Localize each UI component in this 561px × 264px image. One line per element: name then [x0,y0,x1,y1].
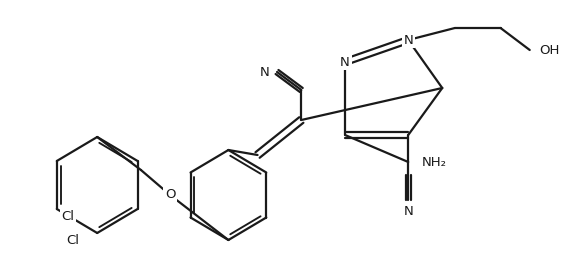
Text: Cl: Cl [62,210,75,224]
Text: NH₂: NH₂ [422,155,447,168]
Text: N: N [403,34,413,46]
Text: O: O [165,188,176,201]
Text: N: N [340,55,350,68]
Text: N: N [260,65,269,78]
Text: Cl: Cl [67,234,80,248]
Text: N: N [403,205,413,218]
Text: OH: OH [540,44,560,56]
